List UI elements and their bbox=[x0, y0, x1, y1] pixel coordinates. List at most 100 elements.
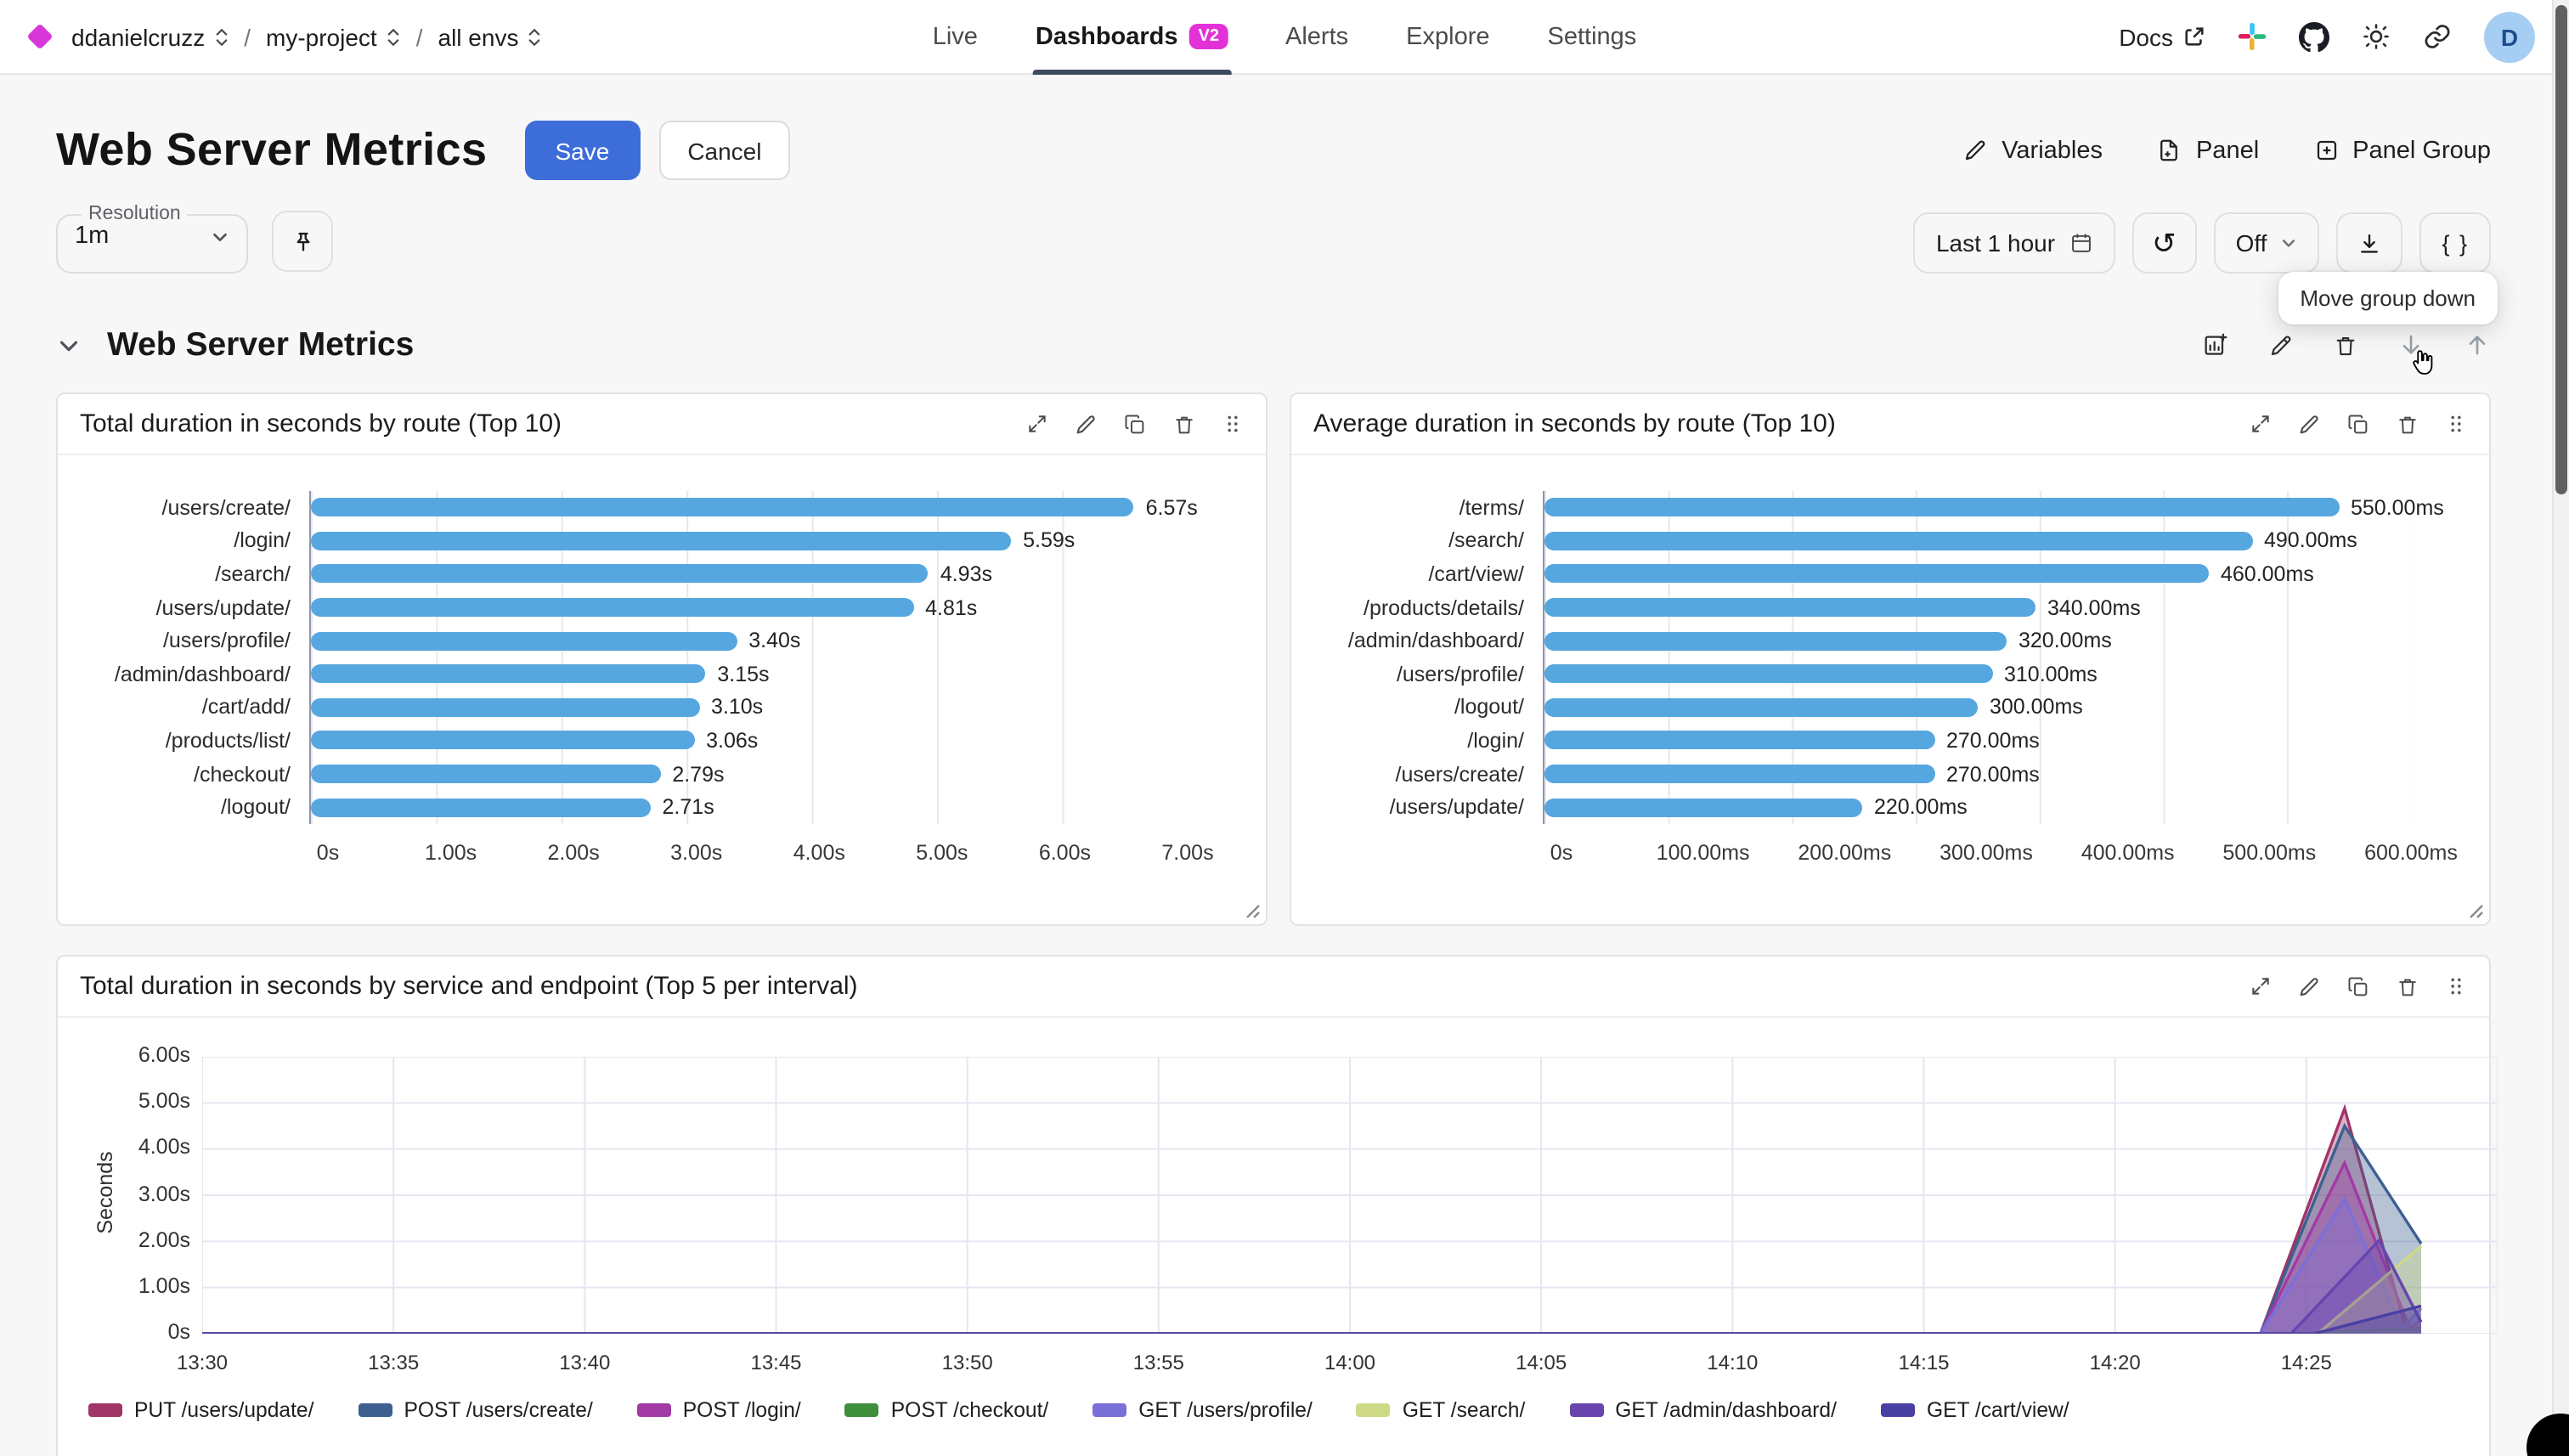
expand-panel-button[interactable] bbox=[1026, 413, 1048, 435]
tab-settings[interactable]: Settings bbox=[1548, 0, 1637, 74]
legend-item-get-cart-view-[interactable]: GET /cart/view/ bbox=[1880, 1398, 2069, 1422]
bar[interactable] bbox=[311, 664, 706, 684]
refresh-button[interactable]: ↺ bbox=[2131, 212, 2197, 274]
delete-panel-button[interactable] bbox=[1172, 412, 1196, 436]
legend-item-get-search-[interactable]: GET /search/ bbox=[1356, 1398, 1526, 1422]
breadcrumb-separator: / bbox=[244, 23, 251, 50]
edit-panel-button[interactable] bbox=[2297, 974, 2321, 998]
delete-panel-button[interactable] bbox=[2396, 974, 2419, 998]
resize-grip-icon[interactable] bbox=[1245, 904, 1261, 919]
slack-icon[interactable] bbox=[2238, 22, 2267, 51]
save-button[interactable]: Save bbox=[524, 121, 641, 180]
bar-category-label: /users/update/ bbox=[155, 595, 291, 620]
bar[interactable] bbox=[1544, 564, 2209, 584]
user-avatar[interactable]: D bbox=[2484, 11, 2535, 62]
add-panel-group-button[interactable]: Panel Group bbox=[2313, 137, 2491, 164]
expand-icon bbox=[2252, 415, 2269, 432]
time-series-plot[interactable] bbox=[202, 1057, 2498, 1334]
bar[interactable] bbox=[1544, 765, 1934, 784]
breadcrumb-project[interactable]: my-project bbox=[266, 23, 401, 50]
add-panel-button[interactable]: Panel bbox=[2157, 137, 2259, 164]
duplicate-panel-button[interactable] bbox=[1123, 412, 1147, 436]
chevron-up-down-icon bbox=[387, 28, 399, 45]
chevron-up-down-icon bbox=[215, 28, 227, 45]
bar-track: 3.10s bbox=[309, 691, 1188, 725]
bar-track: 320.00ms bbox=[1543, 624, 2411, 657]
json-view-button[interactable]: { } bbox=[2419, 212, 2491, 274]
bar[interactable] bbox=[1544, 631, 2007, 651]
bar-track: 3.40s bbox=[309, 624, 1188, 657]
external-link-icon bbox=[2185, 27, 2204, 46]
bar[interactable] bbox=[311, 531, 1012, 550]
area-series-post-login-[interactable] bbox=[202, 1162, 2421, 1334]
bar[interactable] bbox=[1544, 531, 2252, 550]
pin-button[interactable] bbox=[272, 211, 333, 272]
bar[interactable] bbox=[1544, 731, 1934, 750]
legend-item-post-login-[interactable]: POST /login/ bbox=[636, 1398, 801, 1422]
area-series-get-users-profile-[interactable] bbox=[202, 1199, 2421, 1334]
bar[interactable] bbox=[311, 731, 695, 750]
cancel-button[interactable]: Cancel bbox=[658, 121, 791, 180]
expand-panel-button[interactable] bbox=[2250, 413, 2272, 435]
copy-icon bbox=[1125, 414, 1144, 433]
bar[interactable] bbox=[1544, 598, 2035, 618]
tab-live[interactable]: Live bbox=[933, 0, 978, 74]
area-series-put-users-update-[interactable] bbox=[202, 1108, 2421, 1334]
resize-grip-icon[interactable] bbox=[2469, 904, 2484, 919]
bar[interactable] bbox=[311, 498, 1134, 517]
variables-button[interactable]: Variables bbox=[1962, 137, 2103, 164]
tab-dashboards[interactable]: Dashboards V2 bbox=[1031, 0, 1232, 74]
legend-item-put-users-update-[interactable]: PUT /users/update/ bbox=[88, 1398, 313, 1422]
bar-row: /terms/550.00ms bbox=[1291, 491, 2489, 525]
legend-item-get-users-profile-[interactable]: GET /users/profile/ bbox=[1093, 1398, 1313, 1422]
share-link-icon[interactable] bbox=[2423, 22, 2452, 51]
breadcrumb-org[interactable]: ddanielcruzz bbox=[71, 23, 229, 50]
edit-panel-button[interactable] bbox=[1074, 412, 1098, 436]
drag-panel-handle[interactable] bbox=[2445, 975, 2467, 997]
time-range-picker[interactable]: Last 1 hour bbox=[1913, 212, 2115, 274]
download-button[interactable] bbox=[2336, 212, 2403, 274]
resolution-select[interactable]: Resolution 1m bbox=[56, 204, 248, 274]
bar[interactable] bbox=[311, 697, 699, 717]
move-group-down-button[interactable] bbox=[2397, 331, 2433, 375]
collapse-group-button[interactable] bbox=[56, 332, 82, 358]
bar[interactable] bbox=[1544, 498, 2339, 517]
docs-link[interactable]: Docs bbox=[2119, 23, 2205, 50]
bar[interactable] bbox=[1544, 798, 1862, 817]
delete-panel-button[interactable] bbox=[2396, 412, 2419, 436]
page-scrollbar[interactable] bbox=[2552, 0, 2569, 1456]
duplicate-panel-button[interactable] bbox=[2346, 412, 2370, 436]
area-series-get-search-[interactable] bbox=[202, 1245, 2421, 1334]
area-series-post-users-create-[interactable] bbox=[202, 1126, 2421, 1335]
add-panel-to-group-button[interactable] bbox=[2202, 331, 2229, 358]
drag-panel-handle[interactable] bbox=[1222, 413, 1244, 435]
auto-refresh-select[interactable]: Off bbox=[2213, 212, 2320, 274]
bar[interactable] bbox=[1544, 697, 1978, 717]
legend-label: GET /search/ bbox=[1402, 1398, 1526, 1422]
panel-header: Total duration in seconds by service and… bbox=[58, 957, 2489, 1018]
tab-alerts[interactable]: Alerts bbox=[1285, 0, 1348, 74]
drag-panel-handle[interactable] bbox=[2445, 413, 2467, 435]
legend-item-post-users-create-[interactable]: POST /users/create/ bbox=[358, 1398, 593, 1422]
area-series-get-cart-view-[interactable] bbox=[202, 1306, 2421, 1334]
bar[interactable] bbox=[311, 798, 651, 817]
bar[interactable] bbox=[311, 631, 737, 651]
move-group-up-button[interactable] bbox=[2464, 331, 2491, 358]
bar[interactable] bbox=[311, 765, 661, 784]
legend-item-post-checkout-[interactable]: POST /checkout/ bbox=[844, 1398, 1048, 1422]
expand-panel-button[interactable] bbox=[2250, 975, 2272, 997]
tab-explore[interactable]: Explore bbox=[1406, 0, 1489, 74]
bar[interactable] bbox=[311, 598, 914, 618]
delete-group-button[interactable] bbox=[2333, 332, 2358, 358]
scrollbar-thumb[interactable] bbox=[2555, 5, 2567, 494]
github-icon[interactable] bbox=[2299, 21, 2329, 52]
legend-label: POST /users/create/ bbox=[404, 1398, 593, 1422]
bar[interactable] bbox=[311, 564, 929, 584]
bar[interactable] bbox=[1544, 664, 1992, 684]
breadcrumb-env[interactable]: all envs bbox=[438, 23, 543, 50]
theme-sun-icon[interactable] bbox=[2362, 22, 2391, 51]
edit-panel-button[interactable] bbox=[2297, 412, 2321, 436]
edit-group-button[interactable] bbox=[2268, 332, 2294, 358]
duplicate-panel-button[interactable] bbox=[2346, 974, 2370, 998]
legend-item-get-admin-dashboard-[interactable]: GET /admin/dashboard/ bbox=[1569, 1398, 1837, 1422]
